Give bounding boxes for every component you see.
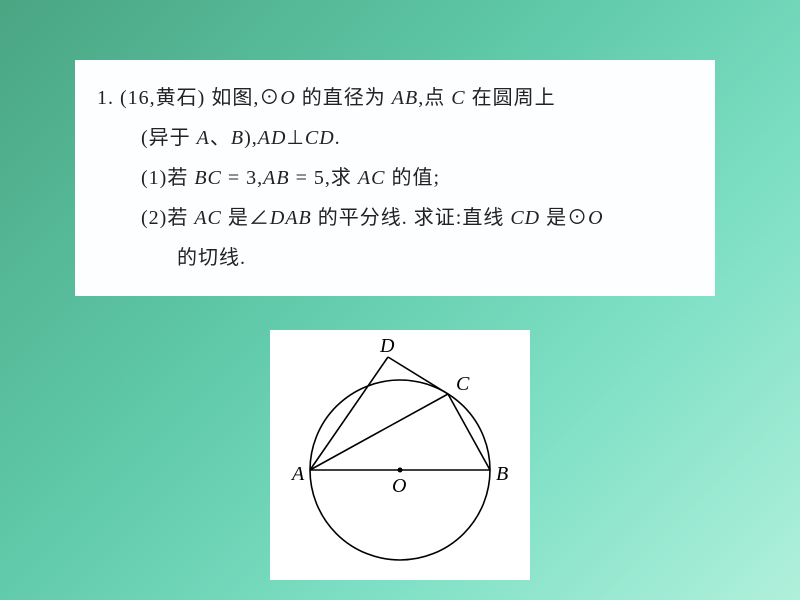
point-label-B: B <box>496 463 508 485</box>
point-label-A: A <box>290 463 305 485</box>
slide-background: 1. (16,黄石) 如图,⊙O 的直径为 AB,点 C 在圆周上 (异于 A、… <box>0 0 800 600</box>
t1a: 如图,⊙ <box>211 87 280 109</box>
p2b: 是∠ <box>222 207 270 229</box>
segment-CB <box>448 394 490 470</box>
p1eq1: = 3, <box>222 167 263 189</box>
sym-AB2: AB <box>263 167 289 189</box>
sym-BC: BC <box>194 167 222 189</box>
point-label-D: D <box>379 335 395 357</box>
t1d: 在圆周上 <box>466 87 556 109</box>
sym-AC: AC <box>358 167 386 189</box>
p1-label: (1) <box>141 167 167 189</box>
problem-part-1: (1)若 BC = 3,AB = 5,求 AC 的值; <box>97 158 693 198</box>
p1a: 若 <box>167 167 194 189</box>
p2-label: (2) <box>141 207 167 229</box>
t2end: . <box>335 127 341 149</box>
problem-line-2: (异于 A、B),AD⊥CD. <box>97 118 693 158</box>
problem-line-1: 1. (16,黄石) 如图,⊙O 的直径为 AB,点 C 在圆周上 <box>97 78 693 118</box>
segment-AC <box>310 394 448 470</box>
problem-number: 1. <box>97 87 114 109</box>
sym-C: C <box>451 87 465 109</box>
perp: ⊥ <box>286 127 304 149</box>
segment-AD <box>310 357 388 470</box>
t2b: ), <box>244 127 258 149</box>
p2l2: 的切线. <box>177 247 246 269</box>
point-label-C: C <box>456 373 470 395</box>
src-close: ) <box>198 87 206 109</box>
p1eq2: = 5,求 <box>290 167 358 189</box>
src-place: 黄石 <box>156 87 198 109</box>
sym-DAB: DAB <box>270 207 312 229</box>
geometry-figure-box: A B O C D <box>270 330 530 580</box>
sym-AD: AD <box>258 127 287 149</box>
p1end: 的值; <box>385 167 440 189</box>
problem-part-2-line2: 的切线. <box>97 238 693 278</box>
sym-AC2: AC <box>194 207 222 229</box>
t1c: ,点 <box>418 87 451 109</box>
center-dot <box>398 468 403 473</box>
sym-O: O <box>280 87 295 109</box>
sym-AB: AB <box>392 87 418 109</box>
sym-CD2: CD <box>510 207 540 229</box>
segment-DC <box>388 357 448 394</box>
sym-O2: O <box>588 207 603 229</box>
sym-B: B <box>231 127 244 149</box>
src-year: 16 <box>128 87 150 109</box>
p2c: 的平分线. 求证:直线 <box>312 207 511 229</box>
sym-CD: CD <box>305 127 335 149</box>
geometry-figure: A B O C D <box>270 330 530 580</box>
t1b: 的直径为 <box>296 87 392 109</box>
problem-part-2: (2)若 AC 是∠DAB 的平分线. 求证:直线 CD 是⊙O <box>97 198 693 238</box>
t2a: (异于 <box>141 127 197 149</box>
t2sep: 、 <box>210 127 231 149</box>
problem-text-box: 1. (16,黄石) 如图,⊙O 的直径为 AB,点 C 在圆周上 (异于 A、… <box>75 60 715 296</box>
p2d: 是⊙ <box>540 207 588 229</box>
src-open: ( <box>120 87 128 109</box>
point-label-O: O <box>392 475 406 497</box>
p2a: 若 <box>167 207 194 229</box>
sym-A: A <box>197 127 210 149</box>
